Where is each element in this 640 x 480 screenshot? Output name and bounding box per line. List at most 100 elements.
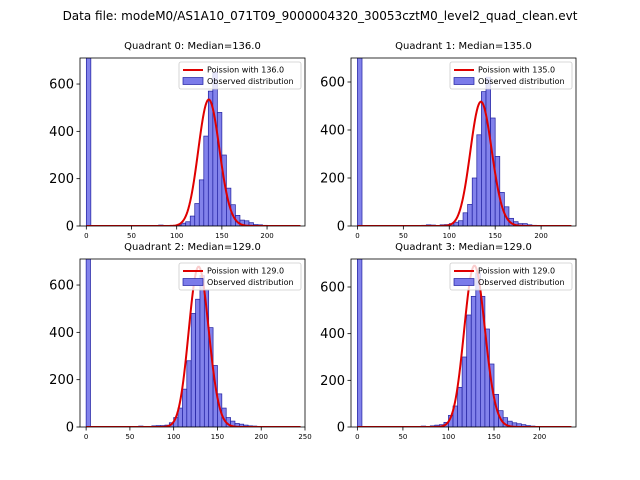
legend-label-poisson: Poission with 129.0: [207, 267, 284, 276]
legend: Poission with 129.0 Observed distribution: [449, 262, 573, 291]
legend: Poission with 135.0 Observed distribution: [449, 61, 573, 90]
axes-frame: [350, 57, 577, 227]
legend-bar-swatch: [182, 77, 204, 85]
histogram-bar: [475, 272, 481, 427]
x-tick-label: 0: [84, 433, 88, 441]
legend-label-poisson: Poission with 136.0: [207, 66, 284, 75]
poisson-curve: [357, 264, 572, 427]
y-tick-label: 200: [49, 373, 74, 388]
histogram-bar: [182, 388, 188, 427]
histogram-bar: [198, 179, 205, 226]
y-tick-label: 400: [49, 326, 74, 341]
y-tick-label: 0: [66, 421, 74, 436]
legend: Poission with 136.0 Observed distribution: [178, 61, 302, 90]
histogram-bar: [85, 58, 92, 226]
histogram-bar: [185, 221, 191, 226]
panel-quadrant-1: Quadrant 1: Median=135.0 0 200 400 600 0 50 100…: [320, 41, 577, 240]
y-tick-label: 400: [320, 327, 345, 342]
y-tick-label: 200: [320, 172, 345, 187]
legend-label-observed: Observed distribution: [478, 278, 565, 287]
histogram-bar: [85, 259, 91, 427]
y-tick-label: 0: [337, 220, 345, 235]
y-tick-label: 400: [320, 124, 345, 139]
histogram-bar: [212, 71, 218, 226]
x-tick-label: 100: [167, 433, 180, 441]
histogram-bar: [458, 220, 464, 226]
legend-bar-swatch: [453, 278, 475, 286]
x-tick-label: 150: [215, 232, 228, 240]
histogram-bar: [485, 76, 491, 226]
x-tick-label: 150: [488, 232, 501, 240]
x-tick-label: 200: [534, 232, 547, 240]
histogram-bar: [471, 177, 478, 226]
legend-bar-swatch: [182, 278, 204, 286]
y-tick-label: 600: [49, 78, 74, 93]
y-tick-label: 600: [320, 281, 345, 296]
legend-label-poisson: Poission with 135.0: [478, 66, 555, 75]
legend-box: [178, 61, 302, 90]
x-tick-label: 0: [355, 433, 359, 441]
histogram-bar: [357, 259, 363, 427]
legend: Poission with 129.0 Observed distribution: [178, 262, 302, 291]
legend-box: [449, 61, 573, 90]
x-tick-label: 50: [399, 232, 408, 240]
y-tick-label: 0: [337, 421, 345, 436]
histogram-bar: [203, 135, 209, 226]
histogram-bar: [457, 386, 463, 427]
axes-frame: [79, 57, 306, 227]
panel-quadrant-2: Quadrant 2: Median=129.0 0 200 400 600 0 50 100…: [49, 242, 312, 441]
panel-quadrant-3: Quadrant 3: Median=129.0 0 200 400 600 0 50 100…: [320, 242, 577, 441]
x-tick-label: 150: [211, 433, 224, 441]
x-tick-label: 200: [260, 232, 273, 240]
histogram-bar: [207, 90, 214, 226]
panel-title: Quadrant 1: Median=135.0: [395, 41, 532, 52]
x-tick-label: 200: [255, 433, 268, 441]
panel-title: Quadrant 0: Median=136.0: [124, 41, 261, 52]
legend-box: [178, 262, 302, 291]
histogram-bar: [186, 360, 192, 427]
histogram-bar: [194, 203, 200, 226]
panel-quadrant-0: Quadrant 0: Median=136.0 0 200 400 600 0 50 100…: [49, 41, 306, 240]
histogram-bar: [467, 204, 473, 226]
legend-box: [449, 262, 573, 291]
legend-bar-swatch: [453, 77, 475, 85]
figure-suptitle: Data file: modeM0/AS1A10_071T09_90000043…: [63, 9, 578, 23]
histogram-bar: [199, 275, 205, 427]
x-tick-label: 50: [398, 433, 407, 441]
x-tick-label: 0: [84, 232, 88, 240]
legend-label-observed: Observed distribution: [207, 278, 294, 287]
x-tick-label: 250: [298, 433, 311, 441]
legend-label-observed: Observed distribution: [207, 77, 294, 86]
poisson-curve: [357, 100, 572, 226]
y-tick-label: 600: [49, 279, 74, 294]
histogram-bar: [461, 356, 468, 427]
y-tick-label: 200: [320, 374, 345, 389]
histogram-bar: [216, 112, 223, 226]
axes-frame: [350, 258, 577, 428]
x-tick-label: 100: [443, 232, 456, 240]
histogram-bar: [476, 134, 482, 226]
panel-title: Quadrant 3: Median=129.0: [395, 242, 532, 253]
histogram-bar: [357, 58, 363, 226]
x-tick-label: 100: [170, 232, 183, 240]
histogram-bar: [466, 314, 472, 427]
legend-label-observed: Observed distribution: [478, 77, 565, 86]
histogram-bar: [462, 212, 468, 226]
legend-label-poisson: Poission with 129.0: [478, 267, 555, 276]
histogram-bar: [190, 313, 196, 427]
x-tick-label: 200: [533, 433, 546, 441]
x-tick-label: 100: [442, 433, 455, 441]
histogram-bar: [189, 215, 196, 226]
y-tick-label: 0: [66, 220, 74, 235]
y-tick-label: 600: [320, 76, 345, 91]
panel-title: Quadrant 2: Median=129.0: [124, 242, 261, 253]
histogram-bars: [357, 259, 540, 427]
y-tick-label: 400: [49, 125, 74, 140]
axes-frame: [79, 258, 306, 428]
x-tick-label: 0: [355, 232, 359, 240]
x-tick-label: 50: [127, 232, 136, 240]
x-tick-label: 150: [487, 433, 500, 441]
y-tick-label: 200: [49, 172, 74, 187]
histogram-bar: [470, 295, 477, 427]
